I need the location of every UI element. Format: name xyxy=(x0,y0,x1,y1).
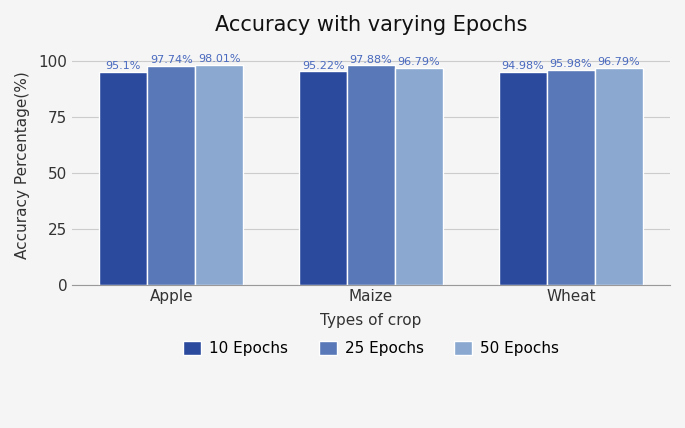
Bar xyxy=(395,68,443,285)
Bar xyxy=(195,65,243,285)
Legend: 10 Epochs, 25 Epochs, 50 Epochs: 10 Epochs, 25 Epochs, 50 Epochs xyxy=(177,335,565,363)
Text: 98.01%: 98.01% xyxy=(198,54,240,64)
Text: 95.98%: 95.98% xyxy=(549,59,593,69)
Text: 94.98%: 94.98% xyxy=(501,61,545,71)
Bar xyxy=(99,71,147,285)
Bar xyxy=(595,68,643,285)
Bar xyxy=(299,71,347,285)
Title: Accuracy with varying Epochs: Accuracy with varying Epochs xyxy=(215,15,527,35)
Bar xyxy=(147,65,195,285)
Text: 96.79%: 96.79% xyxy=(398,57,440,67)
Bar xyxy=(347,65,395,285)
X-axis label: Types of crop: Types of crop xyxy=(321,313,422,328)
Text: 96.79%: 96.79% xyxy=(597,57,640,67)
Bar xyxy=(499,72,547,285)
Y-axis label: Accuracy Percentage(%): Accuracy Percentage(%) xyxy=(15,71,30,259)
Text: 97.88%: 97.88% xyxy=(349,55,393,65)
Text: 97.74%: 97.74% xyxy=(150,55,192,65)
Bar xyxy=(547,70,595,285)
Text: 95.1%: 95.1% xyxy=(105,61,141,71)
Text: 95.22%: 95.22% xyxy=(302,61,345,71)
